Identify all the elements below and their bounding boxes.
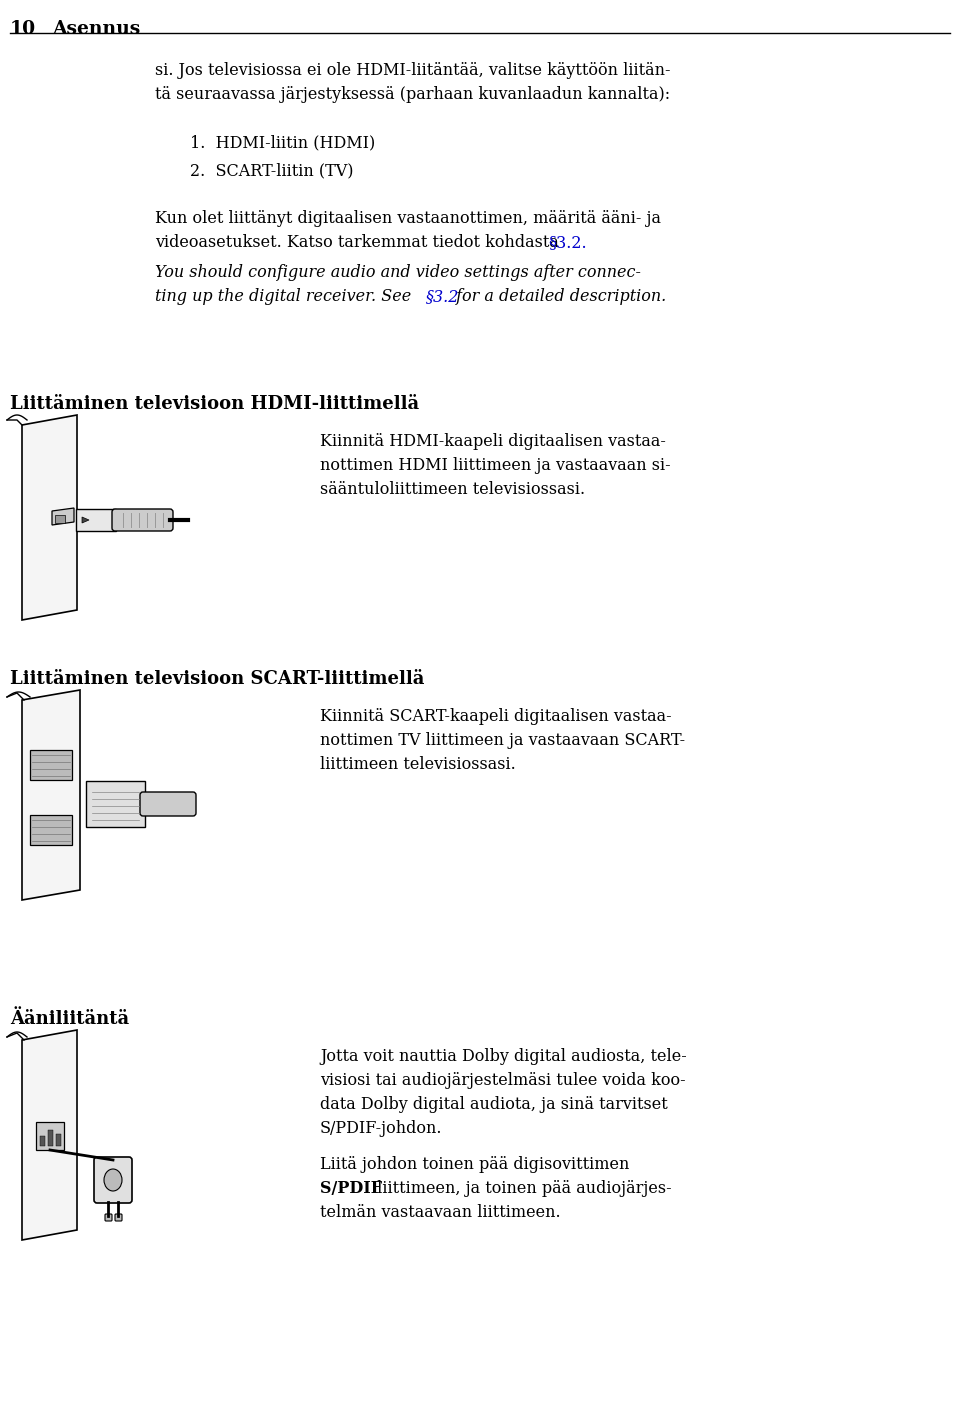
Text: telmän vastaavaan liittimeen.: telmän vastaavaan liittimeen. (320, 1204, 561, 1221)
Text: §3.2.: §3.2. (548, 234, 587, 251)
Text: §3.2: §3.2 (426, 288, 460, 305)
FancyBboxPatch shape (94, 1157, 132, 1203)
Polygon shape (52, 508, 74, 525)
Text: visiosi tai audiojärjestelmäsi tulee voida koo-: visiosi tai audiojärjestelmäsi tulee voi… (320, 1072, 685, 1089)
Text: si. Jos televisiossa ei ole HDMI-liitäntää, valitse käyttöön liitän-: si. Jos televisiossa ei ole HDMI-liitänt… (155, 62, 670, 80)
Polygon shape (22, 690, 80, 900)
Bar (30, 750, 72, 780)
Text: ting up the digital receiver. See: ting up the digital receiver. See (155, 288, 417, 305)
Bar (55, 515, 65, 523)
Text: 2.  SCART-liitin (TV): 2. SCART-liitin (TV) (190, 162, 353, 179)
Text: S/PDIF-johdon.: S/PDIF-johdon. (320, 1120, 443, 1137)
FancyBboxPatch shape (76, 508, 116, 531)
FancyBboxPatch shape (86, 781, 145, 826)
Ellipse shape (104, 1169, 122, 1191)
Text: S/PDIF: S/PDIF (320, 1180, 382, 1197)
Text: liittimeen televisiossasi.: liittimeen televisiossasi. (320, 755, 516, 772)
Text: videoasetukset. Katso tarkemmat tiedot kohdasta: videoasetukset. Katso tarkemmat tiedot k… (155, 234, 564, 251)
FancyBboxPatch shape (115, 1214, 122, 1221)
Bar (56, 1135, 61, 1146)
Text: Jotta voit nauttia Dolby digital audiosta, tele-: Jotta voit nauttia Dolby digital audiost… (320, 1048, 686, 1065)
FancyBboxPatch shape (105, 1214, 112, 1221)
Text: data Dolby digital audiota, ja sinä tarvitset: data Dolby digital audiota, ja sinä tarv… (320, 1096, 668, 1113)
Text: liittimeen, ja toinen pää audiojärjes-: liittimeen, ja toinen pää audiojärjes- (372, 1180, 672, 1197)
Text: Ääniliitäntä: Ääniliitäntä (10, 1010, 130, 1028)
Text: You should configure audio and video settings after connec-: You should configure audio and video set… (155, 264, 641, 281)
Text: Kiinnitä HDMI-kaapeli digitaalisen vastaa-: Kiinnitä HDMI-kaapeli digitaalisen vasta… (320, 433, 666, 450)
Bar (30, 815, 72, 845)
Bar (40, 1136, 45, 1146)
Text: 1.  HDMI-liitin (HDMI): 1. HDMI-liitin (HDMI) (190, 133, 375, 151)
Text: tä seuraavassa järjestyksessä (parhaan kuvanlaadun kannalta):: tä seuraavassa järjestyksessä (parhaan k… (155, 87, 670, 104)
Text: nottimen TV liittimeen ja vastaavaan SCART-: nottimen TV liittimeen ja vastaavaan SCA… (320, 731, 685, 748)
Text: Kiinnitä SCART-kaapeli digitaalisen vastaa-: Kiinnitä SCART-kaapeli digitaalisen vast… (320, 709, 672, 726)
Bar (36, 1122, 64, 1150)
Polygon shape (22, 1030, 77, 1240)
Text: Liittäminen televisioon SCART-liittimellä: Liittäminen televisioon SCART-liittimell… (10, 670, 424, 689)
Polygon shape (22, 415, 77, 621)
Text: for a detailed description.: for a detailed description. (451, 288, 666, 305)
Polygon shape (82, 517, 89, 523)
Text: Kun olet liittänyt digitaalisen vastaanottimen, määritä ääni- ja: Kun olet liittänyt digitaalisen vastaano… (155, 210, 661, 227)
Text: nottimen HDMI liittimeen ja vastaavaan si-: nottimen HDMI liittimeen ja vastaavaan s… (320, 457, 671, 474)
FancyBboxPatch shape (140, 792, 196, 816)
Bar (48, 1130, 53, 1146)
Text: Liittäminen televisioon HDMI-liittimellä: Liittäminen televisioon HDMI-liittimellä (10, 395, 420, 413)
FancyBboxPatch shape (112, 508, 173, 531)
Text: sääntuloliittimeen televisiossasi.: sääntuloliittimeen televisiossasi. (320, 481, 586, 498)
Text: 10: 10 (10, 20, 36, 38)
Text: Asennus: Asennus (52, 20, 140, 38)
Text: Liitä johdon toinen pää digisovittimen: Liitä johdon toinen pää digisovittimen (320, 1156, 630, 1173)
